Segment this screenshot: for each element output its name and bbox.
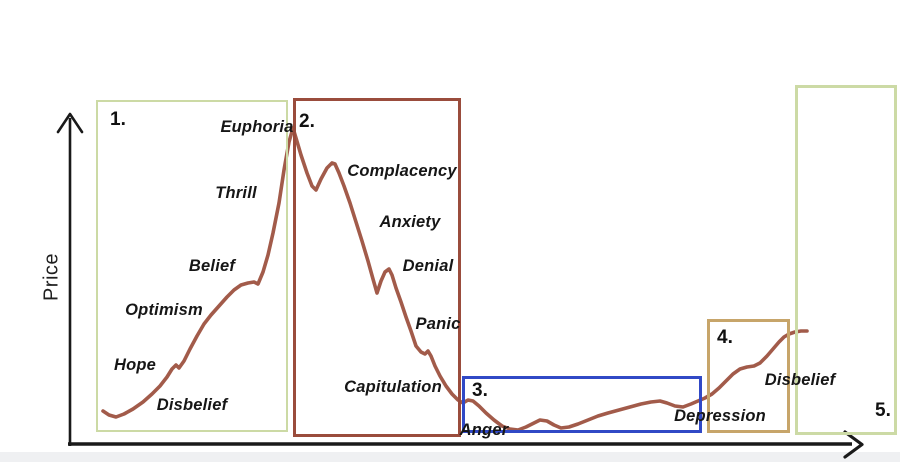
emotion-label-capitulation: Capitulation (344, 378, 442, 396)
phase-box-2 (293, 98, 461, 437)
emotion-label-depression: Depression (674, 407, 766, 425)
emotion-label-euphoria: Euphoria (220, 118, 294, 136)
emotion-label-anxiety: Anxiety (379, 213, 441, 231)
phase-box-4 (707, 319, 790, 433)
emotion-label-complacency: Complacency (347, 162, 457, 180)
phase-number-5: 5. (875, 400, 891, 421)
emotion-label-disbelief-early: Disbelief (156, 396, 228, 414)
emotion-label-optimism: Optimism (125, 301, 203, 319)
phase-number-1: 1. (110, 109, 126, 130)
y-axis-arrowhead-icon (56, 112, 84, 134)
emotion-label-anger: Anger (459, 421, 509, 439)
emotion-label-thrill: Thrill (215, 184, 257, 202)
x-axis-arrowhead-icon (843, 430, 864, 459)
market-cycle-curve (101, 126, 809, 432)
emotion-label-denial: Denial (402, 257, 454, 275)
phase-number-4: 4. (717, 327, 733, 348)
bottom-strip (0, 452, 900, 462)
phase-number-2: 2. (299, 111, 315, 132)
phase-number-3: 3. (472, 380, 488, 401)
y-axis-title: Price (40, 252, 63, 302)
emotion-label-panic: Panic (415, 315, 461, 333)
emotion-label-belief: Belief (188, 257, 236, 275)
emotion-label-disbelief-late: Disbelief (764, 371, 836, 389)
phase-box-5 (795, 85, 897, 435)
emotion-label-hope: Hope (113, 356, 157, 374)
phase-box-1 (96, 100, 288, 432)
phase-box-3 (462, 376, 702, 433)
